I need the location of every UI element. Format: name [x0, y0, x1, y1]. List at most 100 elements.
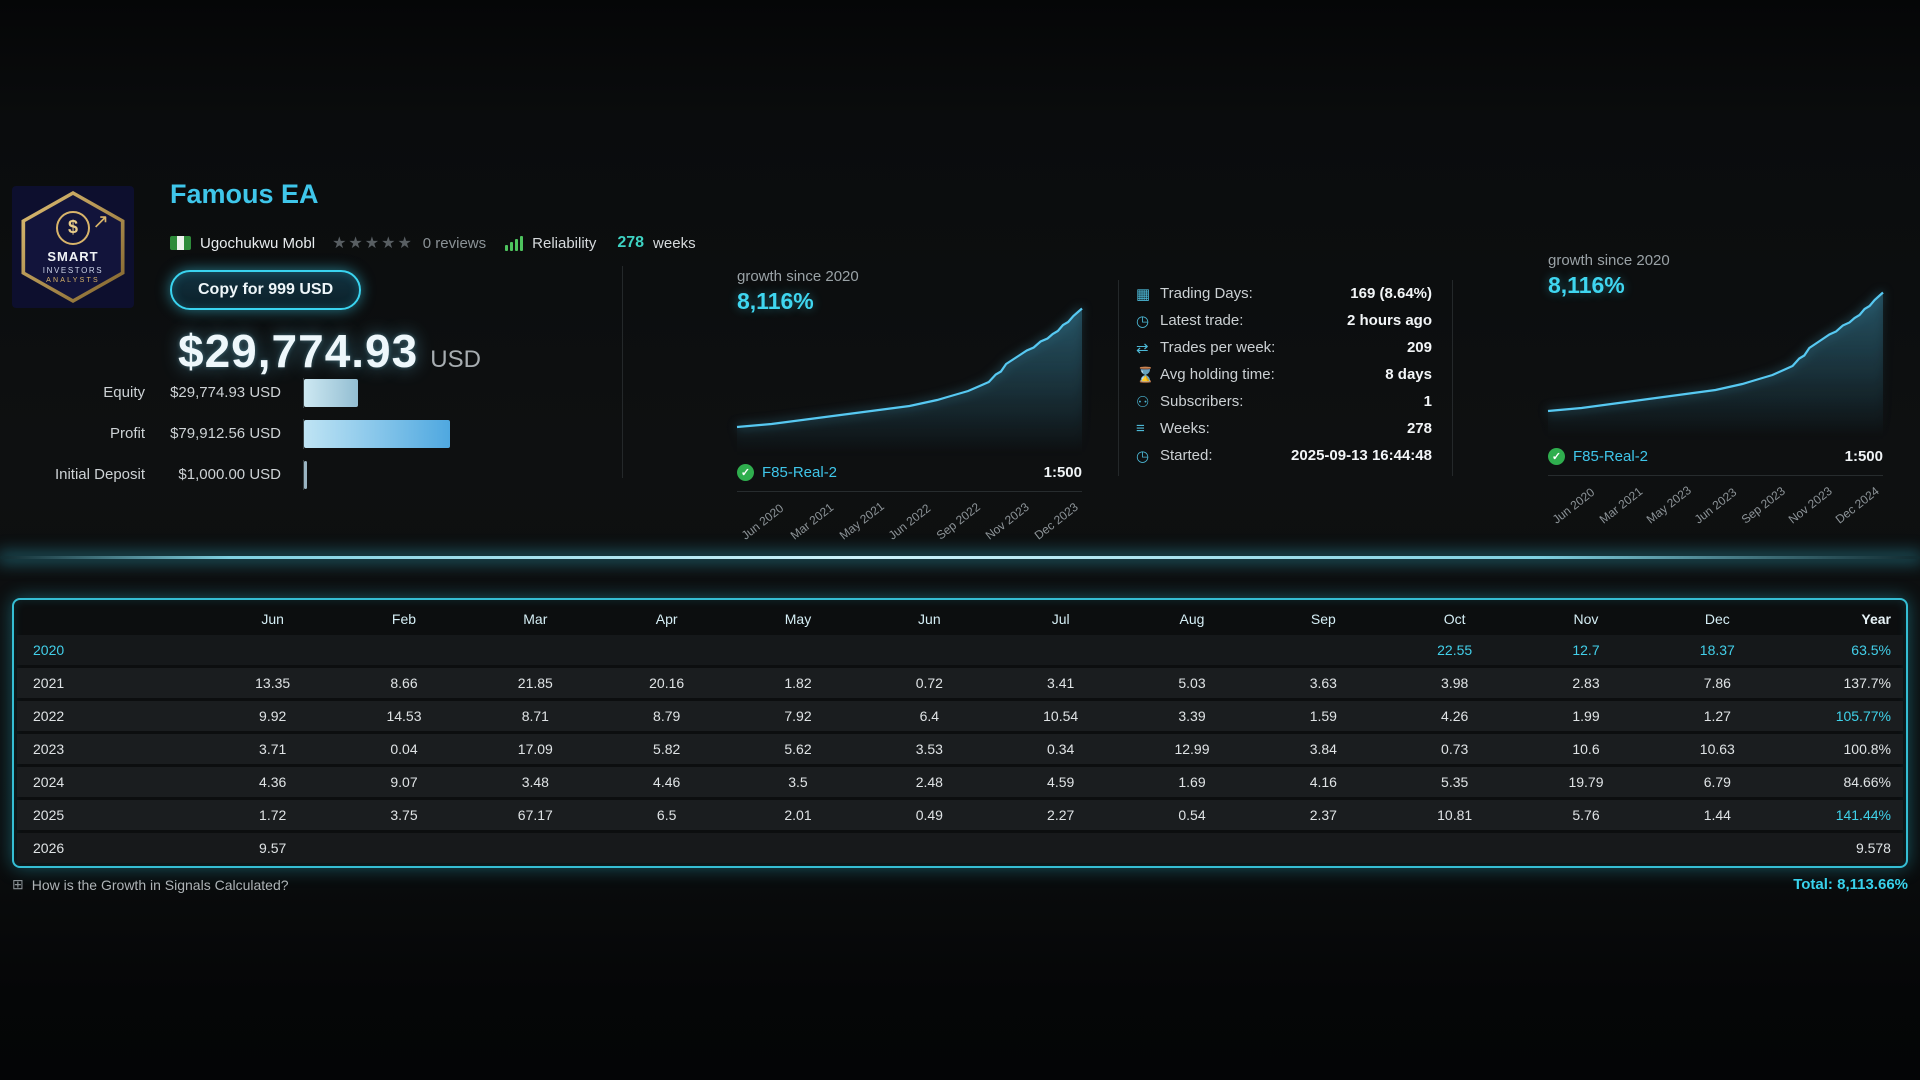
month-value-cell: 67.17: [517, 807, 553, 823]
row-year-label[interactable]: 2026: [33, 840, 65, 856]
month-value-cell: 10.54: [1043, 708, 1079, 724]
clock-icon: ◷: [1136, 312, 1150, 330]
reviews-count[interactable]: 0 reviews: [422, 234, 487, 252]
column-header: Sep: [1310, 611, 1336, 627]
month-value-cell: 1.44: [1703, 807, 1731, 823]
account-bar: [304, 419, 450, 448]
stats-panel: ▦ Trading Days: 169 (8.64%) ◷ Latest trade: 2…: [1136, 283, 1432, 466]
account-rows: Equity $29,774.93 USD Profit $79,912.56 USD…: [20, 372, 534, 495]
month-value-cell: 1.69: [1178, 774, 1206, 790]
month-value-cell: 8.79: [653, 708, 681, 724]
section-divider: [622, 266, 623, 478]
column-header: Jul: [1051, 611, 1070, 627]
nigeria-flag-icon: [170, 236, 191, 250]
x-axis-label: Mar 2021: [787, 500, 837, 543]
row-year-label[interactable]: 2023: [33, 741, 65, 757]
account-row-label: Profit: [109, 425, 145, 442]
chart-subtitle: growth since 2020: [737, 268, 859, 285]
logo-text-line1: SMART: [47, 248, 99, 264]
x-axis-label: Sep 2022: [933, 499, 983, 543]
stat-value: 1: [1423, 393, 1432, 410]
month-value-cell: 20.16: [649, 675, 685, 691]
rating-stars-icon[interactable]: ★★★★★: [332, 235, 414, 252]
row-year-label[interactable]: 2020: [33, 642, 65, 658]
row-year-label[interactable]: 2022: [33, 708, 65, 724]
stat-label: Started:: [1160, 447, 1213, 464]
stat-row: ⇄ Trades per week: 209: [1136, 337, 1432, 358]
leverage-value: 1:500: [1043, 464, 1082, 481]
copy-signal-button[interactable]: Copy for 999 USD: [170, 270, 362, 310]
account-bar-track: [303, 418, 534, 449]
total-growth-value: Total: 8,113.66%: [1793, 876, 1908, 893]
row-year-label[interactable]: 2021: [33, 675, 65, 691]
month-value-cell: 6.5: [656, 807, 677, 823]
month-value-cell: 1.59: [1309, 708, 1337, 724]
table-row: 2024 4.36 9.07 3.48 4.46 3.5 2.48 4.59 1.69 4.16 5…: [17, 767, 1903, 797]
month-value-cell: 8.66: [390, 675, 418, 691]
weeks-count: 278: [617, 234, 645, 251]
account-row: Initial Deposit $1,000.00 USD: [20, 454, 534, 495]
column-header: Aug: [1179, 611, 1205, 627]
dollar-coin-icon: $: [56, 210, 90, 245]
month-value-cell: 2.27: [1047, 807, 1075, 823]
month-value-cell: 1.72: [259, 807, 287, 823]
growth-arrow-icon: ↗: [92, 211, 109, 233]
account-bar: [304, 378, 358, 407]
signal-row: ✓ F85-Real-2 1:500: [737, 464, 1082, 492]
month-value-cell: 2.37: [1309, 807, 1337, 823]
month-value-cell: 14.53: [386, 708, 422, 724]
year-total-cell: 105.77%: [1835, 708, 1891, 724]
account-row-value: $79,912.56 USD: [170, 425, 281, 442]
signal-name-link[interactable]: F85-Real-2: [1573, 448, 1649, 465]
month-value-cell: 21.85: [517, 675, 553, 691]
chart-x-axis-labels: Jun 2020 Mar 2021 May 2023 Jun 2023 Sep 2023…: [1550, 483, 1889, 548]
year-total-cell: 100.8%: [1843, 741, 1891, 757]
month-value-cell: 4.16: [1309, 774, 1337, 790]
balance-amount: $29,774.93: [178, 325, 419, 377]
x-axis-label: Jun 2022: [885, 501, 934, 543]
month-value-cell: 4.59: [1047, 774, 1075, 790]
month-value-cell: 12.7: [1572, 642, 1600, 658]
stat-value: 209: [1406, 339, 1432, 356]
x-axis-label: Nov 2023: [982, 499, 1032, 543]
month-value-cell: 3.53: [915, 741, 943, 757]
growth-help-link[interactable]: ⊞ How is the Growth in Signals Calculate…: [12, 876, 289, 893]
signal-name-link[interactable]: F85-Real-2: [762, 464, 838, 481]
month-value-cell: 6.4: [919, 708, 940, 724]
month-value-cell: 2.01: [784, 807, 812, 823]
month-value-cell: 0.72: [915, 675, 943, 691]
balance-block: $29,774.93 USD: [178, 324, 481, 378]
stat-row: ◷ Latest trade: 2 hours ago: [1136, 310, 1432, 331]
x-axis-label: Jun 2023: [1691, 485, 1740, 527]
x-axis-label: Jun 2020: [738, 501, 787, 543]
row-year-label[interactable]: 2024: [33, 774, 65, 790]
month-value-cell: 5.82: [653, 741, 681, 757]
calendar-icon: ▦: [1136, 285, 1151, 303]
month-value-cell: 12.99: [1174, 741, 1210, 757]
month-value-cell: 7.92: [784, 708, 812, 724]
month-value-cell: 5.35: [1441, 774, 1469, 790]
column-header: Mar: [523, 611, 548, 627]
month-value-cell: 10.6: [1572, 741, 1600, 757]
month-value-cell: 13.35: [255, 675, 291, 691]
year-total-cell: 9.578: [1855, 840, 1891, 856]
chart-growth-value: 8,116%: [1548, 272, 1625, 298]
x-axis-label: Jun 2020: [1549, 485, 1598, 527]
month-value-cell: 19.79: [1568, 774, 1604, 790]
table-row: 2023 3.71 0.04 17.09 5.82 5.62 3.53 0.34 12.99 3.…: [17, 734, 1903, 764]
month-value-cell: 3.75: [390, 807, 418, 823]
stat-label: Avg holding time:: [1160, 366, 1275, 383]
started-clock-icon: ◷: [1136, 447, 1150, 465]
month-value-cell: 3.39: [1178, 708, 1206, 724]
table-header-row: Jun Feb Mar Apr May Jun Jul Aug Sep Oct Nov Dec Year: [17, 603, 1903, 635]
month-value-cell: 2.83: [1572, 675, 1600, 691]
stat-value: 2 hours ago: [1346, 312, 1432, 329]
month-value-cell: 3.63: [1309, 675, 1337, 691]
row-year-label[interactable]: 2025: [33, 807, 65, 823]
month-value-cell: 9.57: [259, 840, 287, 856]
glow-divider: [0, 556, 1920, 559]
stat-label: Trading Days:: [1160, 285, 1253, 302]
author-name[interactable]: Ugochukwu Mobl: [200, 234, 316, 252]
year-total-cell: 84.66%: [1843, 774, 1891, 790]
